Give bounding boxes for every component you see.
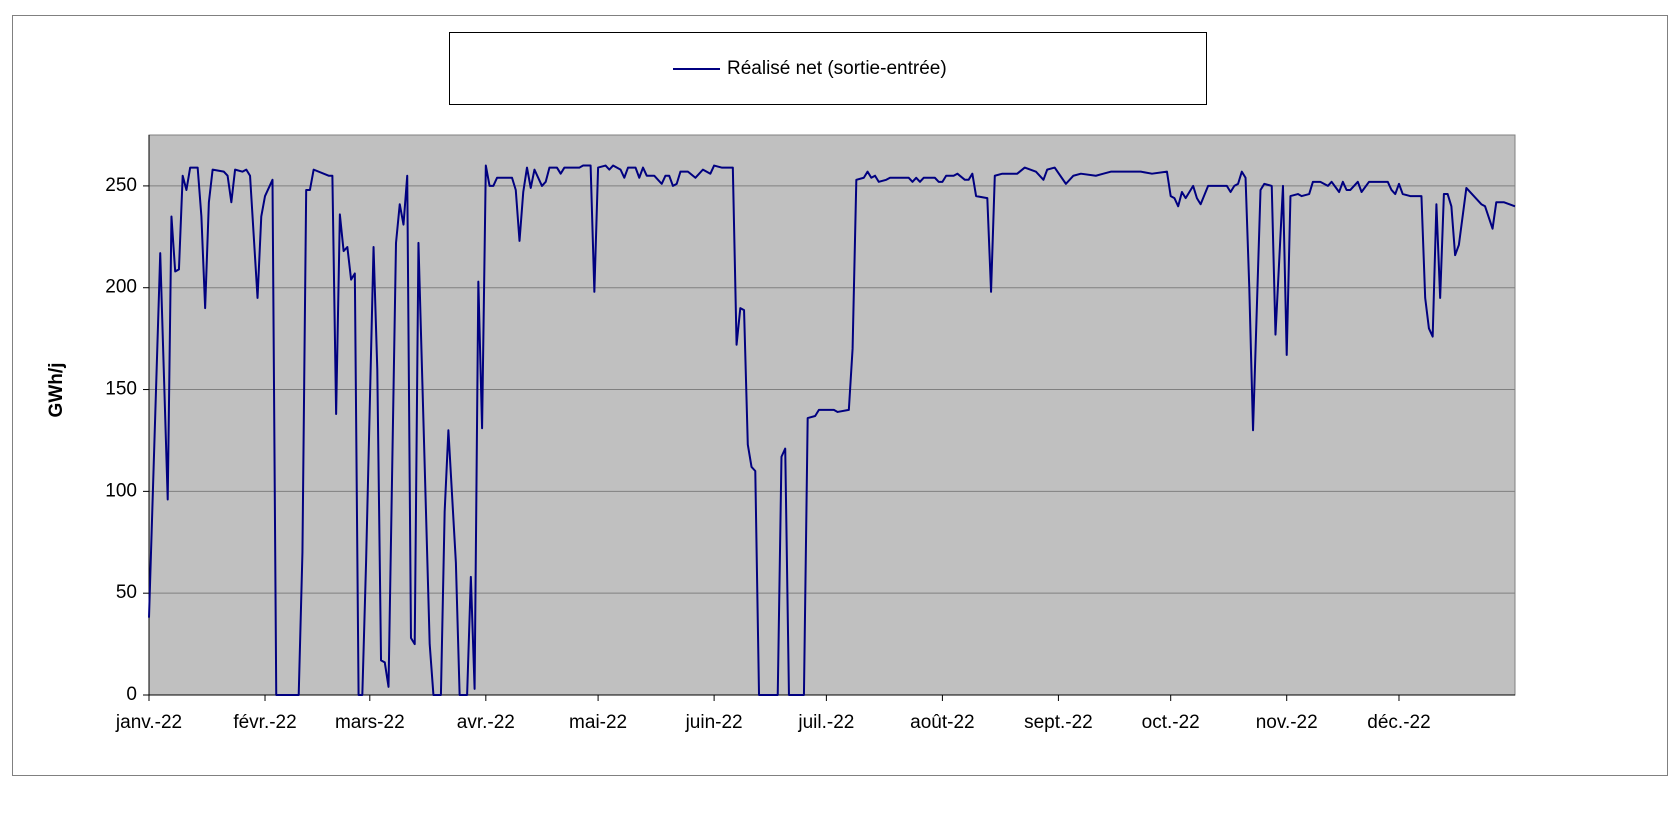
x-tick-label: févr.-22 bbox=[233, 712, 296, 733]
x-tick-label: juin-22 bbox=[685, 712, 743, 733]
plot-area bbox=[148, 134, 1516, 696]
x-tick-label: nov.-22 bbox=[1256, 712, 1318, 733]
x-tick-label: oct.-22 bbox=[1142, 712, 1200, 733]
legend-label: Réalisé net (sortie-entrée) bbox=[727, 58, 947, 79]
x-tick-label: avr.-22 bbox=[457, 712, 515, 733]
y-axis-label: GWh/j bbox=[46, 363, 67, 418]
x-tick-label: sept.-22 bbox=[1024, 712, 1093, 733]
y-tick-label: 150 bbox=[105, 379, 137, 400]
x-tick-label: août-22 bbox=[910, 712, 974, 733]
x-tick-label: déc.-22 bbox=[1367, 712, 1430, 733]
legend-box bbox=[449, 32, 1207, 105]
data-line bbox=[148, 164, 1516, 696]
y-tick-label: 100 bbox=[105, 480, 137, 501]
y-tick-label: 50 bbox=[116, 582, 137, 603]
y-tick-label: 200 bbox=[105, 277, 137, 298]
x-tick-label: juil.-22 bbox=[797, 712, 854, 733]
x-tick-label: mai-22 bbox=[569, 712, 627, 733]
x-tick-label: mars-22 bbox=[335, 712, 405, 733]
y-tick-label: 250 bbox=[105, 175, 137, 196]
y-tick-label: 0 bbox=[126, 684, 137, 705]
x-tick-label: janv.-22 bbox=[115, 712, 182, 733]
